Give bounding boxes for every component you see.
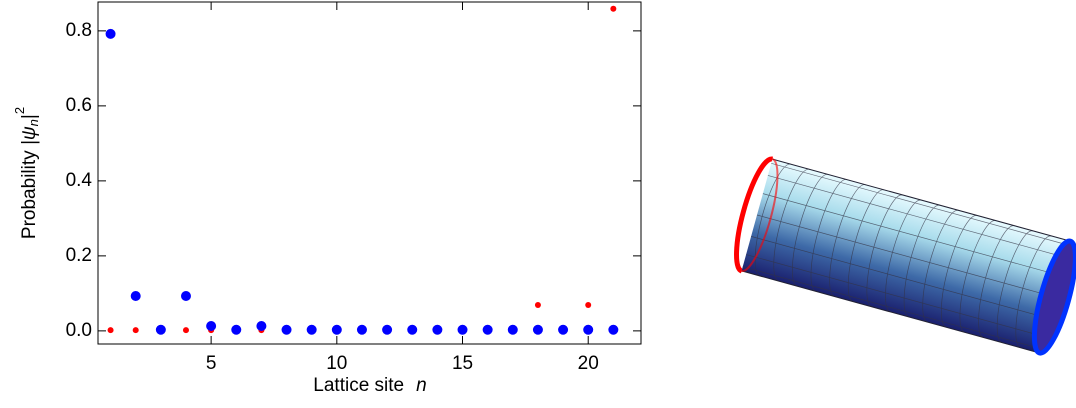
point [583,324,594,335]
point [356,324,367,335]
point [331,324,342,335]
point [180,291,191,301]
y-tick-label: 0.8 [66,20,92,41]
cylinder-edge [772,158,1071,242]
point [105,28,116,39]
x-label-word: Lattice site [313,375,404,396]
y-label-symbol: |ψ [19,126,40,145]
cylinder-illustration [734,156,1076,356]
x-tick-label: 5 [206,353,217,374]
cylinder-grid-line [742,266,1041,350]
point [107,327,114,334]
point [130,291,141,301]
y-tick-label: 0.2 [66,245,92,266]
point [432,324,443,335]
x-tick-label: 10 [326,353,347,374]
point [132,327,139,334]
cylinder-grid-line [762,193,1061,276]
x-tick-label: 15 [452,353,473,374]
point [407,324,418,335]
point [281,324,292,335]
point [182,327,189,334]
cylinder-grid-line [751,236,1050,319]
point [206,321,217,331]
x-tick-label: 20 [578,353,599,374]
point [457,324,468,335]
point [155,324,166,335]
left-edge-ring-back [741,158,779,272]
y-label-bar: | [19,114,40,119]
y-label-subscript: n [26,119,41,126]
x-label-symbol: n [416,375,427,396]
point [507,324,518,335]
y-label-superscript: 2 [12,107,27,114]
point [608,324,619,335]
x-axis-label: Lattice site n [313,375,426,396]
cylinder-edge [741,270,1040,354]
point [482,324,493,335]
point [382,324,393,335]
point [231,324,242,335]
plot-frame [97,1,642,345]
cylinder-grid [742,163,1070,350]
y-label-word: Probability [19,150,40,239]
point [585,302,592,308]
point [256,321,267,331]
y-axis-label: Probability |ψn|2 [12,107,41,239]
y-tick-label: 0.0 [66,320,92,341]
cylinder-grid-line [771,163,1070,246]
cylinder-grid-line [767,175,1066,258]
point [558,324,569,335]
left-edge-ring [734,156,774,274]
y-tick-label: 0.4 [66,170,93,191]
cylinder-grid-line [756,214,1055,298]
cylinder-grid-line [746,254,1045,337]
point [532,324,543,335]
point [610,5,617,12]
point [306,324,317,335]
y-tick-label: 0.6 [66,95,92,116]
point [534,302,541,308]
